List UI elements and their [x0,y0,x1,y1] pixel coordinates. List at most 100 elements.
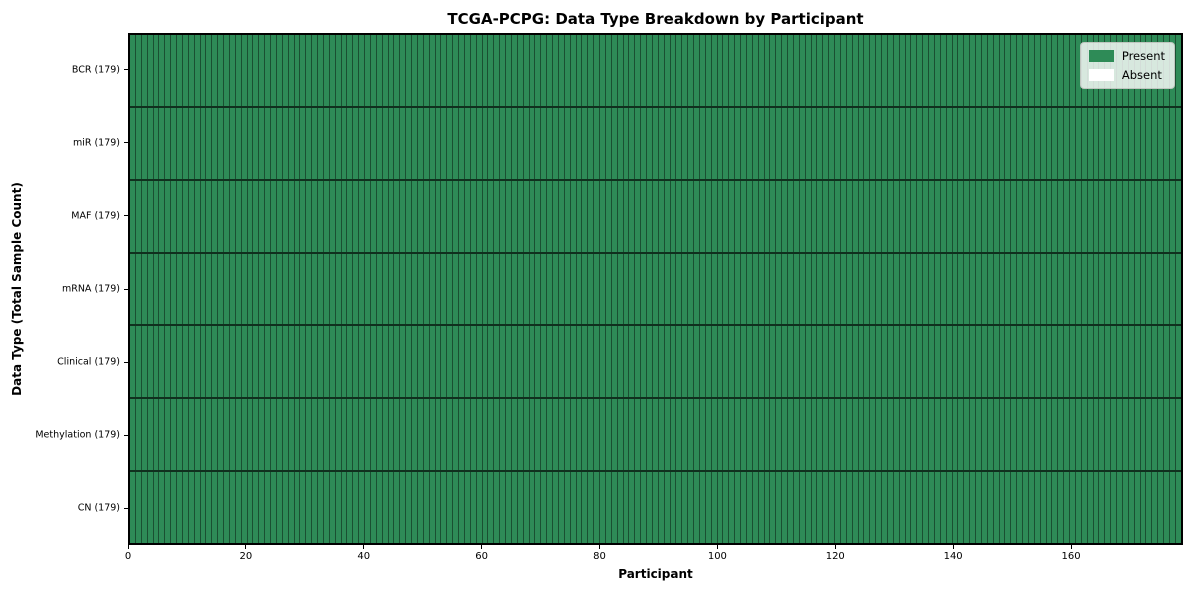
heatmap-cell [788,326,794,398]
heatmap-cell [652,180,659,252]
heatmap-cell [1028,107,1035,179]
heatmap-cell [335,107,342,179]
heatmap-cell [987,253,994,325]
heatmap-cell [1011,399,1018,471]
heatmap-cell [570,399,577,471]
heatmap-cell [705,326,712,398]
heatmap-cell [764,326,771,398]
heatmap-cell [840,107,847,179]
heatmap-cell [194,35,201,106]
heatmap-cell [1052,472,1059,544]
heatmap-cell [641,35,647,106]
heatmap-cell [329,326,336,398]
heatmap-cell [1093,472,1100,544]
heatmap-cell [288,180,295,252]
heatmap-cell [823,399,830,471]
heatmap-cell [370,253,377,325]
heatmap-cell [1040,253,1047,325]
heatmap-cell [723,107,730,179]
heatmap-cell [1169,399,1176,471]
heatmap-cell [682,107,689,179]
heatmap-cell [271,253,277,325]
heatmap-cell [1081,180,1088,252]
heatmap-cell [130,180,136,252]
x-tick-mark [363,545,365,549]
heatmap-cell [970,326,976,398]
heatmap-cell [359,35,365,106]
heatmap-cell [130,107,136,179]
heatmap-cell [588,253,595,325]
heatmap-cell [911,107,918,179]
heatmap-cell [729,253,736,325]
heatmap-cell [282,35,289,106]
heatmap-cell [617,326,624,398]
heatmap-cell [182,253,189,325]
heatmap-cell [359,253,365,325]
heatmap-cell [670,107,677,179]
heatmap-cell [676,35,683,106]
heatmap-cell [135,253,142,325]
heatmap-cell [247,180,254,252]
heatmap-row-miR [130,107,1181,181]
heatmap-cell [406,326,412,398]
heatmap-cell [940,107,947,179]
heatmap-cell [547,35,553,106]
heatmap-cell [1005,180,1012,252]
y-tick-label-Methylation: Methylation (179) [35,429,120,441]
heatmap-cell [329,107,336,179]
heatmap-cell [770,35,777,106]
heatmap-cell [417,107,424,179]
heatmap-cell [1005,107,1012,179]
heatmap-cell [934,326,941,398]
heatmap-cell [623,253,630,325]
heatmap-cell [259,107,266,179]
heatmap-cell [670,326,677,398]
heatmap-cell [811,399,818,471]
heatmap-cell [441,253,448,325]
heatmap-cell [241,107,248,179]
heatmap-cell [635,472,642,544]
heatmap-cell [159,107,166,179]
heatmap-cell [453,253,459,325]
heatmap-cell [341,180,348,252]
x-tick-label: 140 [943,551,963,562]
heatmap-cell [1052,253,1059,325]
heatmap-cell [752,326,759,398]
heatmap-cell [623,326,630,398]
heatmap-cell [206,107,213,179]
heatmap-cell [482,180,489,252]
heatmap-cell [605,107,612,179]
heatmap-cell [940,326,947,398]
heatmap-cell [811,107,818,179]
heatmap-cell [476,253,483,325]
heatmap-cell [1099,107,1106,179]
heatmap-cell [529,253,536,325]
y-tick-mark [124,288,128,290]
heatmap-cell [229,326,236,398]
heatmap-cell [347,326,354,398]
heatmap-cell [846,253,853,325]
heatmap-cell [1046,35,1053,106]
heatmap-cell [635,253,642,325]
heatmap-cell [887,180,894,252]
heatmap-cell [547,326,553,398]
heatmap-cell [382,107,389,179]
heatmap-cell [235,35,242,106]
heatmap-cell [388,472,395,544]
heatmap-cell [511,326,518,398]
heatmap-cell [676,326,683,398]
heatmap-cell [617,107,624,179]
heatmap-cell [558,35,565,106]
heatmap-cell [964,326,971,398]
heatmap-cell [658,253,665,325]
x-tick-label: 160 [1061,551,1081,562]
heatmap-cell [1128,472,1135,544]
heatmap-cell [535,253,542,325]
heatmap-cell [353,35,360,106]
heatmap-cell [564,326,571,398]
heatmap-cell [300,472,307,544]
heatmap-cell [406,35,412,106]
heatmap-cell [153,107,160,179]
heatmap-cell [359,180,365,252]
heatmap-cell [688,35,694,106]
